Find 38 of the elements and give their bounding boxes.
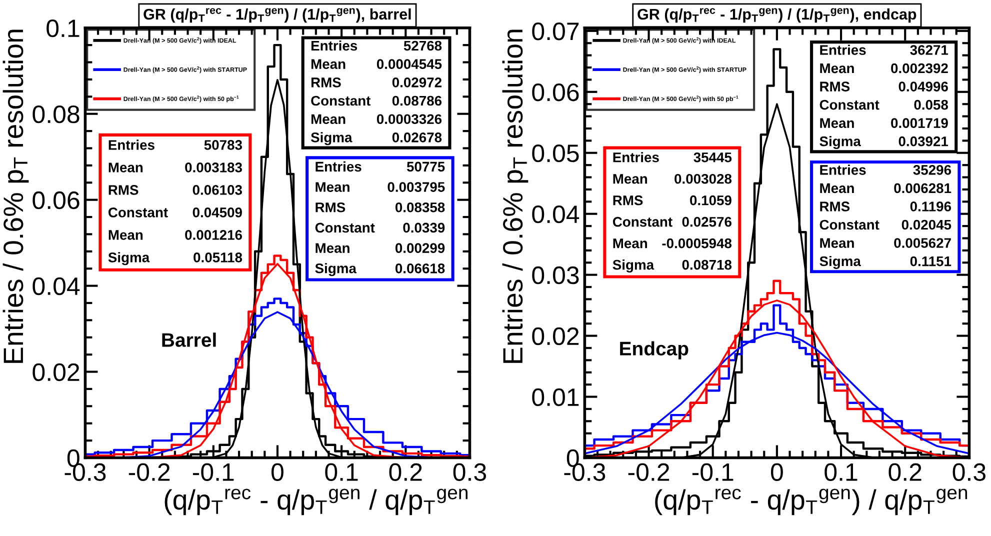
y-tick-label: 0.02 <box>532 327 579 346</box>
x-tick-label: 0 <box>272 463 284 481</box>
y-tick-label: 0.01 <box>532 388 579 406</box>
x-tick-label: 0.1 <box>325 463 358 481</box>
text: Entries 35296 Mean 0.006281 RMS 0.1196 Constant 0.02045 Mean 0.005627 Sigma 0.1151 <box>820 164 952 269</box>
text: Entries 35445 Mean 0.003028 RMS 0.1059 Constant 0.02576 Mean -0.0005948 Sigma 0.08718 <box>612 152 732 273</box>
annotation: Endcap <box>620 341 688 360</box>
chart-title: GR (q/p$_{T}$$^{rec}$ - 1/p$_{T}$$^{gen}$) / (1/p$_{T}$$^{gen}$), barrel <box>144 8 411 23</box>
x-tick-label: -0.2 <box>628 463 670 481</box>
text: Entries 50783 Mean 0.003183 RMS 0.06103 Constant 0.04509 Mean 0.001216 Sigma 0.05118 <box>108 140 242 266</box>
text: Entries 36271 Mean 0.002392 RMS 0.04996 Constant 0.058 Mean 0.001719 Sigma 0.03921 <box>820 44 948 150</box>
y-axis-title: Entries / 0.6% p$_{T}$ resolution <box>2 30 29 363</box>
x-tick-label: 0 <box>770 463 783 481</box>
y-tick-label: 0.06 <box>32 191 80 210</box>
text: Entries 50775 Mean 0.003795 RMS 0.08358 Constant 0.0339 Mean 0.00299 Sigma 0.06618 <box>315 161 445 276</box>
y-axis-title: Entries / 0.6% p$_{T}$ resolution <box>502 30 528 363</box>
y-tick-label: 0.03 <box>532 266 579 284</box>
text: Entries 52768 Mean 0.0004545 RMS 0.02972 Constant 0.08786 Mean 0.0003326 Sigma 0.02678 <box>310 40 442 146</box>
y-tick-label: 0.07 <box>532 22 579 40</box>
y-tick-label: 0.02 <box>32 363 80 382</box>
x-tick-label: 0.1 <box>824 463 858 481</box>
y-tick-label: 0.04 <box>32 277 80 296</box>
x-tick-label: 0.3 <box>453 463 486 481</box>
y-tick-label: 0.08 <box>32 105 80 124</box>
x-tick-label: 0.2 <box>888 463 922 481</box>
annotation: Barrel <box>162 332 216 347</box>
y-tick-label: 0.05 <box>532 144 579 162</box>
text: (q/p$_{T}$$^{rec}$ - q/p$_{T}$$^{gen}$ / q/p$_{T}$$^{gen}$ <box>164 488 468 516</box>
text: (q/p$_{T}$$^{rec}$ - q/p$_{T}$$^{gen}$) / q/p$_{T}$$^{gen}$ <box>655 488 968 516</box>
y-tick-label: 0.1 <box>46 19 80 38</box>
y-tick-label: 0.04 <box>532 205 580 224</box>
y-tick-label: 0.06 <box>532 83 579 102</box>
chart-title: GR (q/p$_{T}$$^{rec}$ - 1/p$_{T}$$^{gen}$) / (1/p$_{T}$$^{gen}$), endcap <box>638 8 916 23</box>
x-tick-label: -0.1 <box>192 463 234 481</box>
x-tick-label: 0.2 <box>389 463 422 481</box>
x-tick-label: -0.1 <box>692 463 734 481</box>
x-tick-label: -0.2 <box>128 463 170 481</box>
x-tick-label: 0.3 <box>952 463 986 481</box>
